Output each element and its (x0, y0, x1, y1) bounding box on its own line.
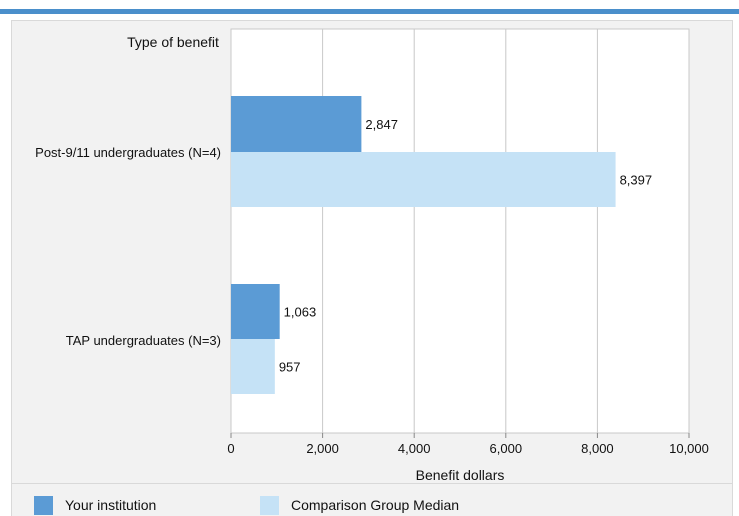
x-tick-labels: 0 2,000 4,000 6,000 8,000 10,000 (227, 441, 709, 456)
x-tick-label: 4,000 (398, 441, 431, 456)
value-labels: 2,847 8,397 1,063 957 (279, 117, 652, 375)
bar-value-label: 957 (279, 360, 301, 375)
legend-label-comparison-group: Comparison Group Median (291, 497, 460, 513)
x-tick-label: 6,000 (490, 441, 523, 456)
x-tick-label: 0 (227, 441, 234, 456)
x-tick-label: 2,000 (306, 441, 339, 456)
bar-value-label: 2,847 (365, 117, 398, 132)
legend: Your institution Comparison Group Median (11, 484, 733, 516)
x-tick-label: 10,000 (669, 441, 709, 456)
bar-your-institution (231, 96, 362, 152)
y-axis-title: Type of benefit (127, 34, 219, 50)
bar-comparison-median (231, 152, 616, 207)
category-label: Post-9/11 undergraduates (N=4) (35, 145, 221, 160)
legend-swatch-comparison-group (260, 496, 279, 515)
bars (231, 96, 616, 394)
bar-value-label: 1,063 (284, 305, 317, 320)
bar-value-label: 8,397 (620, 173, 653, 188)
header-accent-rule (0, 9, 739, 14)
category-labels: Post-9/11 undergraduates (N=4) TAP underg… (35, 145, 221, 348)
bar-chart: 2,847 8,397 1,063 957 Post-9/11 undergradua… (35, 28, 709, 483)
x-tick-label: 8,000 (581, 441, 614, 456)
legend-item-comparison-group: Comparison Group Median (260, 496, 459, 515)
x-axis-title: Benefit dollars (416, 467, 505, 483)
bar-comparison-median (231, 339, 275, 394)
legend-item-your-institution: Your institution (34, 496, 156, 515)
category-label: TAP undergraduates (N=3) (66, 333, 221, 348)
legend-swatch-your-institution (34, 496, 53, 515)
bar-your-institution (231, 284, 280, 339)
legend-label-your-institution: Your institution (65, 497, 157, 513)
